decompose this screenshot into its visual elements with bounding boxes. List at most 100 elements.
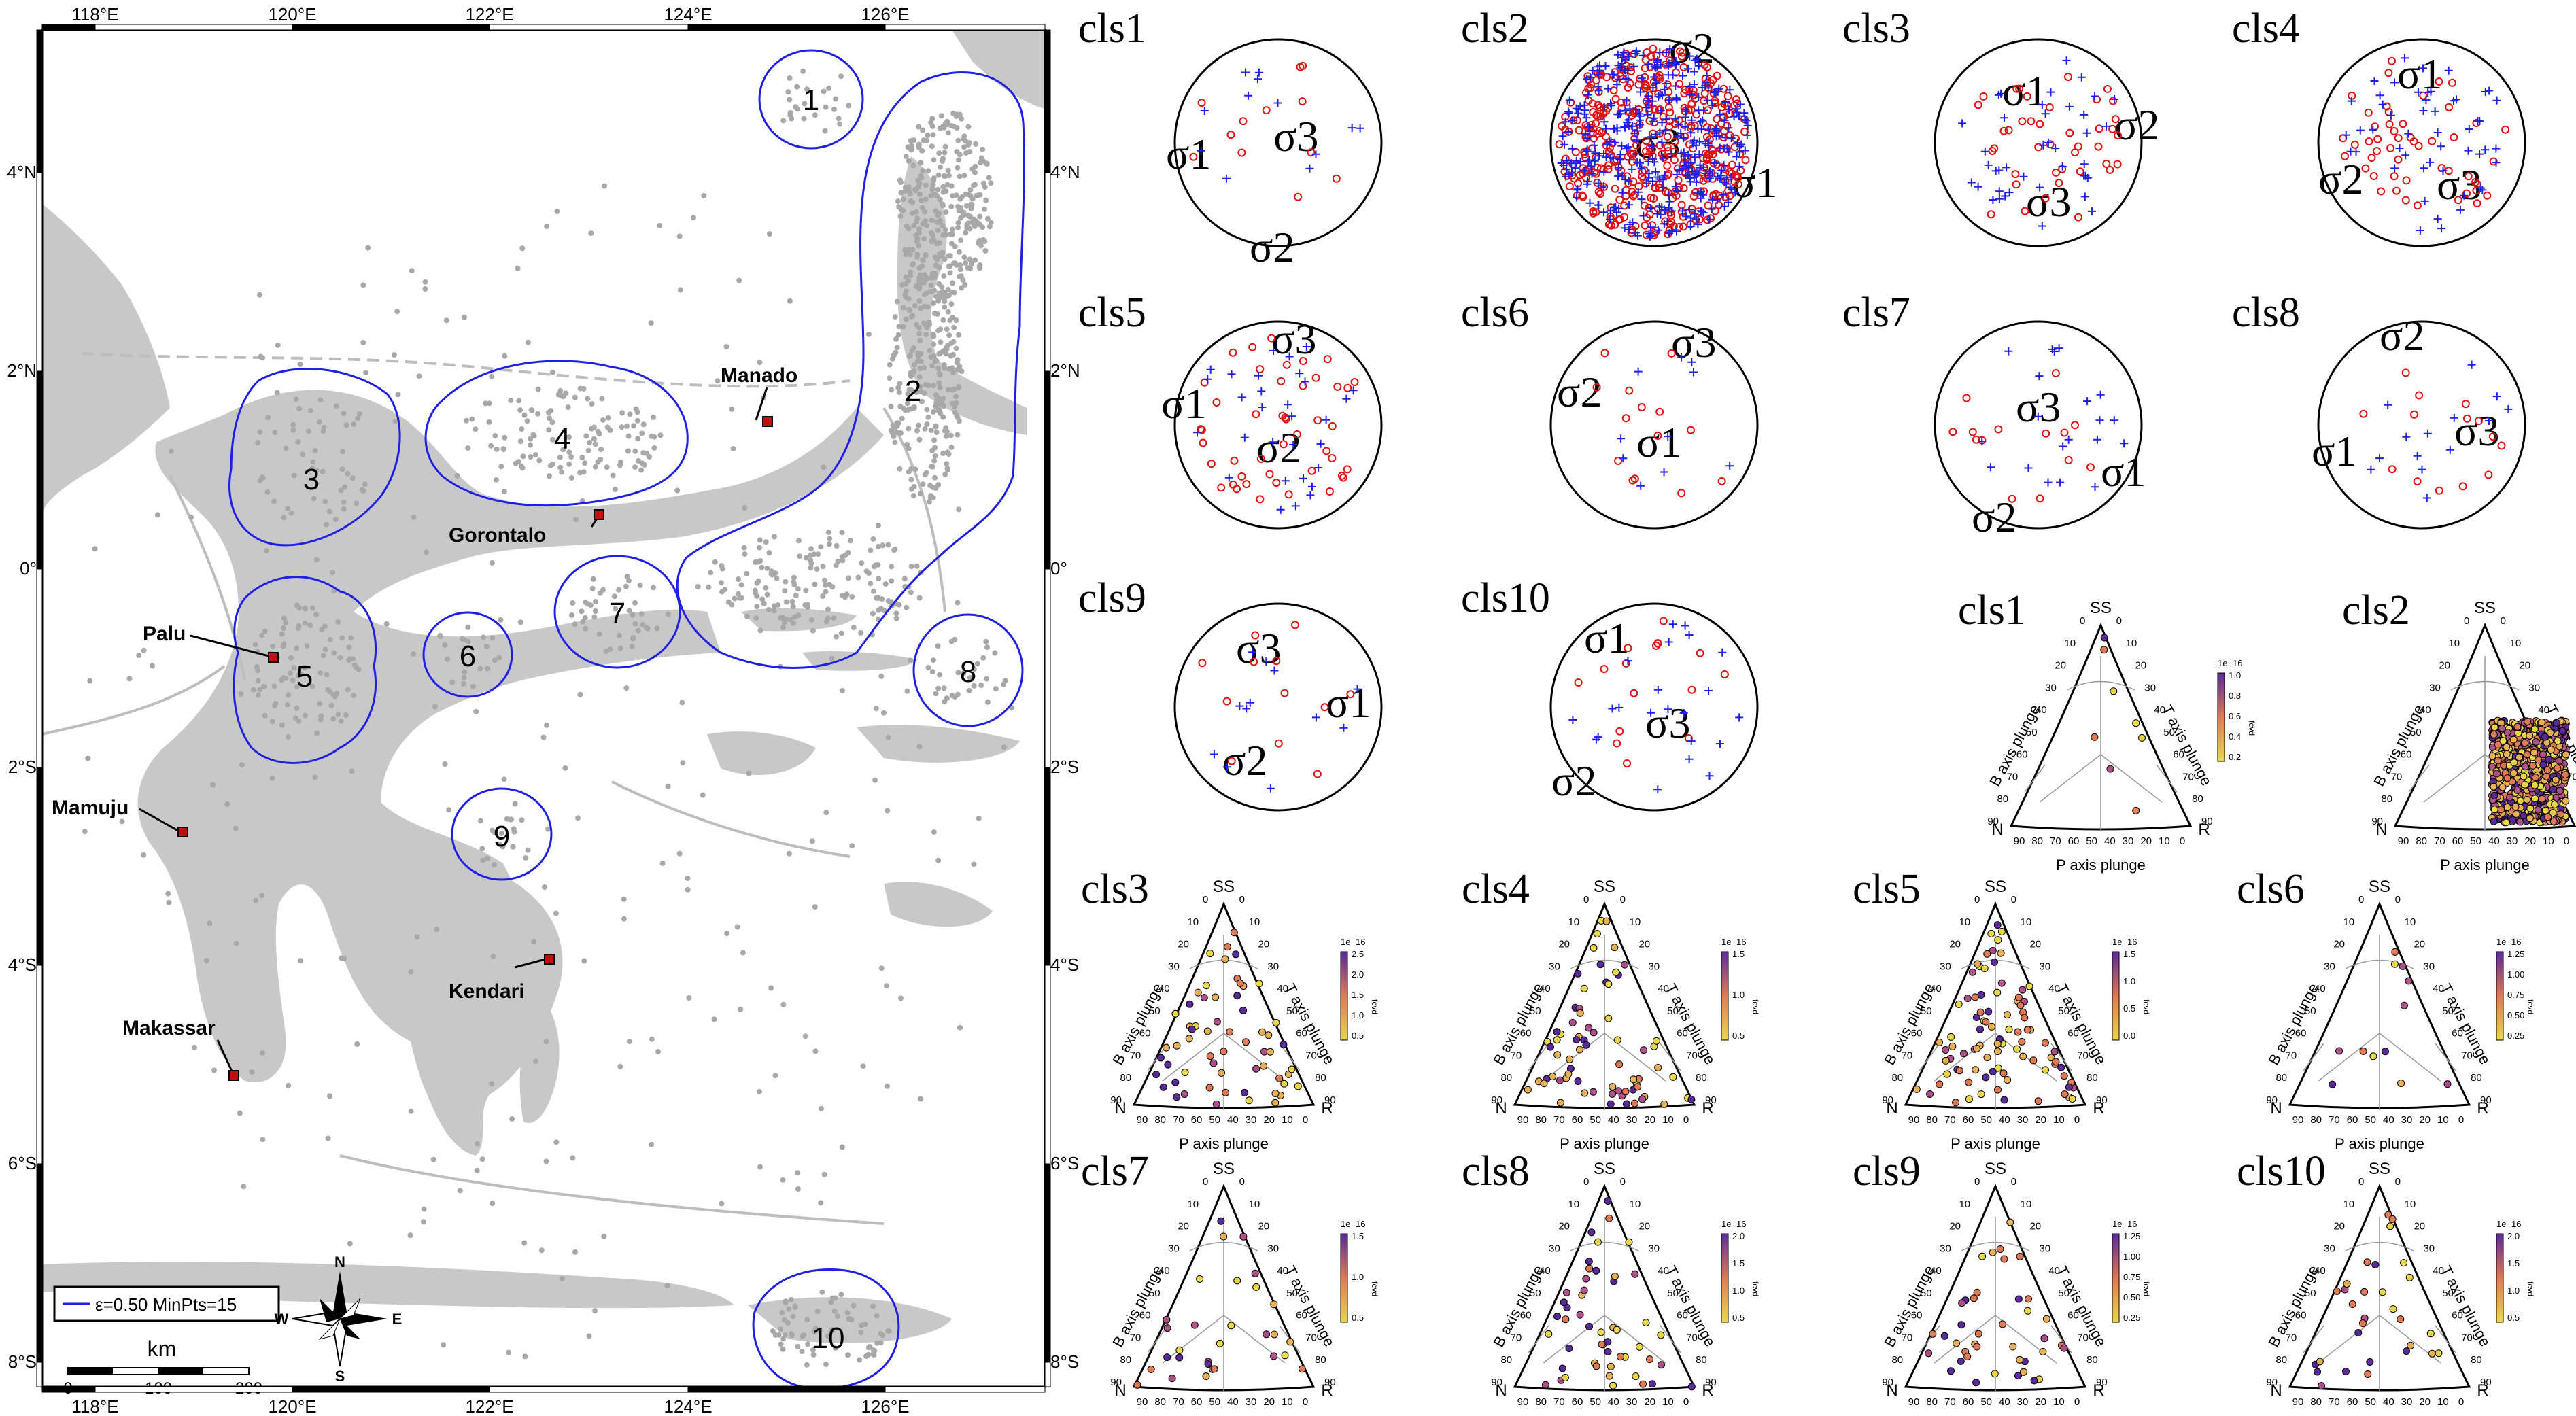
lon-bottom-120: 120°E [268,1396,316,1416]
event-dot [929,143,935,150]
ternary-tick: 30 [2324,1243,2335,1254]
event-dot [811,1329,817,1335]
sigma1-marker [1602,73,1611,82]
event-dot [984,699,991,705]
sigma3-marker [1572,156,1581,165]
sigma1-label-cls1: σ1 [1166,130,1212,178]
city-label-palu: Palu [143,623,186,645]
event-dot [339,466,345,472]
sigma1-marker [2428,137,2437,145]
ternary-point [2490,782,2498,791]
sigma1-marker [1706,214,1715,223]
sigma3-marker [2346,147,2355,156]
colorbar-tick: 1.0 [1352,1010,1364,1020]
sigma1-marker [1248,343,1257,351]
ternary-point [2517,797,2524,805]
ternary-point [2316,1358,2324,1366]
event-dot [757,537,763,543]
ternary-point [2021,1014,2029,1022]
event-dot [940,184,946,190]
event-dot [645,625,651,632]
event-dot [940,403,946,409]
sigma3-marker [1621,123,1630,132]
ternary-tick: 0 [2395,1176,2401,1188]
ternary-right-label: R [2477,1381,2488,1400]
ternary-title: cls2 [2342,587,2410,634]
sigma3-marker [2431,107,2439,116]
ternary-point [2034,1097,2042,1105]
event-dot [565,404,571,410]
ternary-point [1202,1372,1210,1380]
ternary-point [1590,944,1598,952]
event-dot [968,201,974,207]
ternary-point [2003,1011,2011,1019]
sigma3-marker [1691,56,1700,65]
sigma3-marker [1665,96,1673,105]
ternary-tick: 50 [1921,1288,1932,1299]
colorbar-tick: 0.5 [1352,1031,1364,1041]
event-dot [542,884,547,890]
sigma1-marker [1652,641,1660,650]
sigma1-marker [2064,73,2072,82]
ternary-gridlines [2039,656,2163,831]
sigma3-marker [1704,171,1713,179]
sigma1-marker [1709,191,1718,200]
sigma1-marker [2401,196,2410,205]
event-dot [802,101,808,107]
sigma1-marker [1229,480,1237,489]
sigma3-marker [2077,73,2086,82]
event-dot [851,625,857,631]
event-dot [207,920,213,927]
sigma3-label-cls6: σ3 [1671,318,1717,366]
ternary-point [2009,1343,2017,1351]
event-dot [918,1096,923,1102]
sigma3-marker [1636,158,1644,167]
sigma3-marker [1624,143,1632,152]
sigma3-marker [1624,226,1633,234]
ternary-point [1611,1273,1619,1280]
ternary-point [2016,1252,2024,1260]
cluster-label-3: 3 [303,463,320,496]
event-dot [342,484,348,490]
event-dot [908,143,914,149]
sigma3-marker [1685,631,1694,639]
event-dot [857,1357,863,1363]
event-dot [509,1116,515,1122]
sigma3-label-cls9: σ3 [1236,624,1282,672]
ternary-point [2499,737,2507,745]
event-dot [665,783,671,789]
event-dot [858,629,864,636]
event-dot [625,433,632,439]
event-dot [878,1331,884,1337]
event-dot [834,634,839,640]
ternary-tick: 20 [2140,835,2152,847]
sigma3-marker [1680,158,1689,167]
ternary-point [1258,1028,1267,1036]
sigma1-marker [1343,383,1352,392]
event-dot [441,1342,447,1348]
ternary-tick: 60 [1139,1310,1151,1322]
sigma3-marker [1647,223,1655,232]
sigma3-marker [1288,412,1296,421]
sigma3-marker [2102,122,2110,131]
event-dot [796,538,802,544]
sigma1-marker [1725,192,1734,201]
ternary-point [2405,977,2413,985]
ternary-point [2509,816,2517,824]
ternary-point [1186,1000,1194,1008]
sigma3-marker [1600,168,1609,176]
sigma3-marker [1594,201,1603,209]
ternary-point [2342,1368,2350,1376]
ternary-point [2488,752,2496,760]
event-dot [774,575,780,581]
event-dot [141,852,147,858]
sigma2-label-cls4: σ2 [2318,155,2364,203]
ternary-point [2407,1341,2415,1349]
cluster-outline-10 [752,1268,900,1389]
event-dot [916,422,921,428]
sigma3-marker [1254,75,1262,84]
event-dot [916,265,923,271]
sigma3-marker [1636,481,1645,490]
ternary-point [1912,1085,1921,1093]
